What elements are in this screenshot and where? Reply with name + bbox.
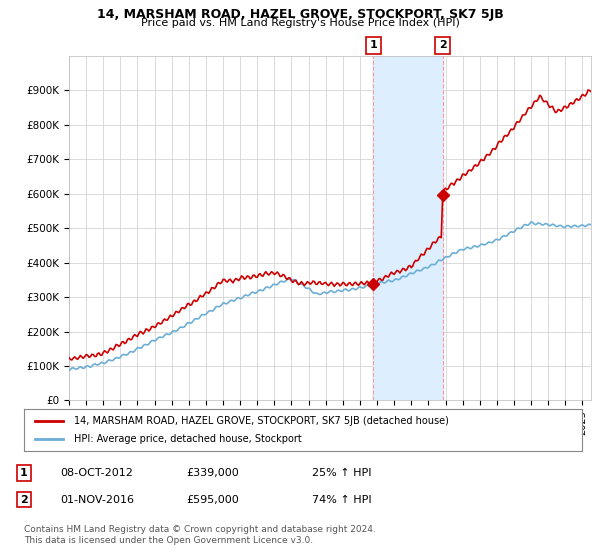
Text: HPI: Average price, detached house, Stockport: HPI: Average price, detached house, Stoc… [74, 434, 302, 444]
Text: Contains HM Land Registry data © Crown copyright and database right 2024.
This d: Contains HM Land Registry data © Crown c… [24, 525, 376, 545]
Text: Price paid vs. HM Land Registry's House Price Index (HPI): Price paid vs. HM Land Registry's House … [140, 18, 460, 29]
Text: 14, MARSHAM ROAD, HAZEL GROVE, STOCKPORT, SK7 5JB: 14, MARSHAM ROAD, HAZEL GROVE, STOCKPORT… [97, 8, 503, 21]
Text: 01-NOV-2016: 01-NOV-2016 [60, 494, 134, 505]
Text: 2: 2 [439, 40, 446, 50]
Text: 2: 2 [20, 494, 28, 505]
Text: 08-OCT-2012: 08-OCT-2012 [60, 468, 133, 478]
Text: 74% ↑ HPI: 74% ↑ HPI [312, 494, 371, 505]
Text: 25% ↑ HPI: 25% ↑ HPI [312, 468, 371, 478]
Text: 14, MARSHAM ROAD, HAZEL GROVE, STOCKPORT, SK7 5JB (detached house): 14, MARSHAM ROAD, HAZEL GROVE, STOCKPORT… [74, 416, 449, 426]
Text: 1: 1 [370, 40, 377, 50]
Text: 1: 1 [20, 468, 28, 478]
Text: £595,000: £595,000 [186, 494, 239, 505]
Text: £339,000: £339,000 [186, 468, 239, 478]
Bar [373, 56, 443, 400]
